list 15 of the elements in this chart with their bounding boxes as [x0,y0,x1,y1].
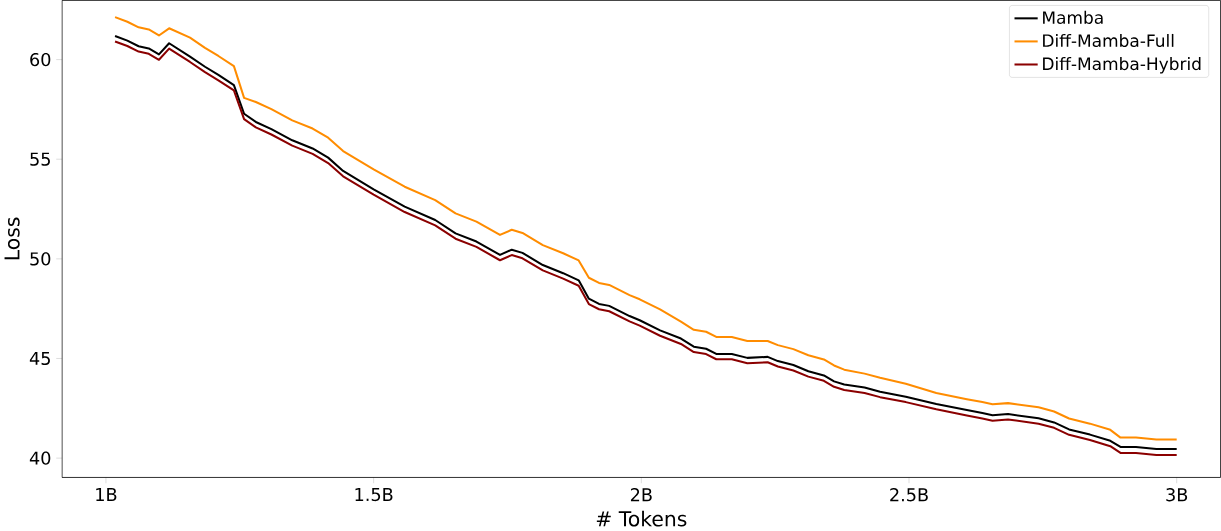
legend-label: Mamba [1043,10,1103,24]
y-axis-title: Loss [4,217,20,260]
x-tick-label: 2B [630,488,652,502]
y-tick-label: 40 [29,451,51,465]
legend-label: Diff-Mamba-Full [1043,33,1174,48]
y-tick-label: 60 [30,52,51,67]
x-axis-title: # Tokens [596,510,687,527]
y-tick-label: 45 [29,351,50,366]
x-tick-label: 2.5B [890,488,928,502]
legend-label: Diff-Mamba-Hybrid [1043,57,1201,74]
x-tick-label: 1B [96,488,117,501]
y-tick-label: 50 [30,252,51,266]
x-tick-label: 3B [1166,488,1188,502]
y-tick-label: 55 [30,152,50,166]
x-tick-label: 1.5B [355,488,393,502]
